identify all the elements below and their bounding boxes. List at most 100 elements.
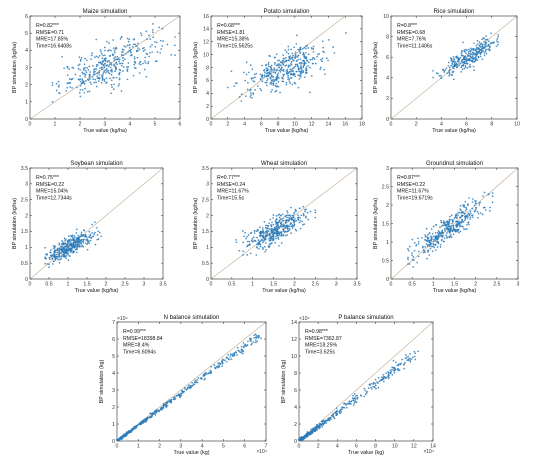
stats-annotation-line: RMSE=7362.87 xyxy=(305,336,342,342)
data-point xyxy=(287,45,290,48)
data-point xyxy=(274,90,277,93)
x-tick-label: 2 xyxy=(474,282,477,288)
data-point xyxy=(92,78,95,81)
data-point xyxy=(139,32,142,35)
x-tick-label: 0 xyxy=(298,444,301,450)
data-point xyxy=(96,75,98,77)
data-point xyxy=(293,221,295,224)
data-point xyxy=(51,100,54,103)
data-point xyxy=(451,71,454,73)
data-point xyxy=(425,227,428,230)
data-point xyxy=(113,63,116,66)
data-point xyxy=(456,228,459,231)
data-point xyxy=(261,239,264,242)
data-point xyxy=(68,247,70,250)
data-point xyxy=(276,234,279,237)
data-point xyxy=(285,59,288,62)
data-point xyxy=(289,73,292,76)
data-point xyxy=(160,406,163,409)
data-point xyxy=(180,393,182,395)
data-point xyxy=(348,402,351,405)
data-point xyxy=(116,438,119,441)
x-tick-label: 8 xyxy=(374,444,377,450)
data-point xyxy=(74,73,77,76)
data-point xyxy=(429,245,431,248)
data-point xyxy=(464,48,467,51)
data-point xyxy=(102,71,105,74)
data-point xyxy=(461,64,464,67)
data-point xyxy=(333,412,336,414)
data-point xyxy=(269,235,272,237)
data-point xyxy=(286,212,289,214)
data-point xyxy=(204,377,206,380)
data-point xyxy=(432,225,435,228)
data-point xyxy=(377,386,380,389)
data-point xyxy=(463,212,466,215)
data-point xyxy=(266,232,269,235)
data-point xyxy=(411,252,413,254)
data-point xyxy=(308,433,311,436)
x-tick-label: 4 xyxy=(201,444,204,450)
data-point xyxy=(377,382,379,385)
stats-annotation-line: MRE=15.38% xyxy=(217,37,250,43)
data-point xyxy=(458,58,461,61)
data-point xyxy=(61,55,63,58)
data-point xyxy=(222,358,224,361)
data-point xyxy=(464,209,467,212)
data-point xyxy=(72,67,75,70)
data-point xyxy=(275,221,278,224)
data-point xyxy=(252,80,254,82)
y-tick-label: 1.5 xyxy=(202,229,209,235)
data-point xyxy=(397,363,400,365)
data-point xyxy=(454,61,457,63)
data-point xyxy=(466,217,469,219)
data-point xyxy=(118,77,121,80)
data-point xyxy=(297,86,300,89)
data-point xyxy=(456,66,458,68)
data-point xyxy=(101,57,104,60)
data-point xyxy=(137,47,139,49)
data-point xyxy=(467,50,470,53)
data-point xyxy=(294,55,297,58)
data-point xyxy=(100,51,102,53)
data-point xyxy=(322,46,325,49)
data-point xyxy=(178,394,181,397)
y-axis-label: BP simulation (kg/ha) xyxy=(373,198,379,249)
data-point xyxy=(447,223,449,226)
data-point xyxy=(383,376,386,378)
data-point xyxy=(301,72,303,74)
data-point xyxy=(269,76,272,79)
data-point xyxy=(260,89,263,92)
y-axis-exponent: ×10⁴ xyxy=(299,316,310,322)
data-point xyxy=(444,229,446,232)
data-point xyxy=(154,60,157,63)
data-point xyxy=(86,238,89,240)
data-point xyxy=(60,247,63,249)
data-point xyxy=(295,209,297,212)
data-point xyxy=(453,67,455,70)
data-point xyxy=(442,220,445,223)
data-point xyxy=(370,386,372,389)
data-point xyxy=(84,87,86,90)
data-point xyxy=(179,396,181,399)
data-point xyxy=(471,201,474,203)
data-point xyxy=(491,195,494,198)
data-point xyxy=(257,336,259,339)
data-point xyxy=(251,97,253,99)
data-point xyxy=(93,81,96,84)
data-point xyxy=(128,47,131,49)
data-point xyxy=(279,222,282,224)
data-point xyxy=(67,259,70,261)
data-point xyxy=(490,32,492,35)
data-point xyxy=(262,229,264,231)
data-point xyxy=(108,59,111,62)
data-point xyxy=(294,53,297,55)
data-point xyxy=(292,70,295,72)
data-point xyxy=(298,437,301,439)
y-tick-label: 6 xyxy=(386,55,389,61)
data-point xyxy=(246,240,249,243)
data-point xyxy=(266,227,269,229)
data-point xyxy=(277,236,279,239)
data-point xyxy=(185,389,188,391)
data-point xyxy=(397,369,400,372)
